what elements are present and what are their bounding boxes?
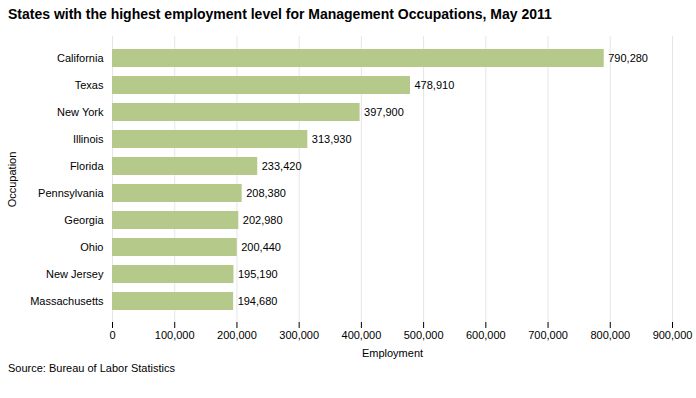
svg-text:0: 0 bbox=[109, 329, 115, 341]
html-text:States with the highest employ: States with the highest employment level… bbox=[8, 6, 552, 22]
svg-text:Texas: Texas bbox=[75, 79, 104, 91]
svg-text:500,000: 500,000 bbox=[404, 329, 444, 341]
svg-text:194,680: 194,680 bbox=[238, 295, 278, 307]
svg-text:Employment: Employment bbox=[362, 347, 423, 359]
svg-text:400,000: 400,000 bbox=[342, 329, 382, 341]
svg-text:195,190: 195,190 bbox=[238, 268, 278, 280]
svg-text:397,900: 397,900 bbox=[364, 106, 404, 118]
svg-text:233,420: 233,420 bbox=[262, 160, 302, 172]
svg-text:200,440: 200,440 bbox=[241, 241, 281, 253]
svg-text:Illinois: Illinois bbox=[73, 133, 104, 145]
svg-text:Occupation: Occupation bbox=[6, 152, 18, 208]
svg-text:Georgia: Georgia bbox=[64, 214, 104, 226]
svg-text:700,000: 700,000 bbox=[528, 329, 568, 341]
svg-text:202,980: 202,980 bbox=[243, 214, 283, 226]
svg-text:Ohio: Ohio bbox=[80, 241, 103, 253]
svg-text:New Jersey: New Jersey bbox=[46, 268, 104, 280]
svg-text:100,000: 100,000 bbox=[155, 329, 195, 341]
svg-text:Massachusetts: Massachusetts bbox=[30, 295, 104, 307]
svg-text:208,380: 208,380 bbox=[246, 187, 286, 199]
svg-text:300,000: 300,000 bbox=[279, 329, 319, 341]
svg-text:200,000: 200,000 bbox=[217, 329, 257, 341]
svg-text:800,000: 800,000 bbox=[590, 329, 630, 341]
svg-text:Florida: Florida bbox=[70, 160, 105, 172]
html-text:Source: Bureau of Labor Statis: Source: Bureau of Labor Statistics bbox=[8, 362, 175, 374]
svg-text:313,930: 313,930 bbox=[312, 133, 352, 145]
svg-text:478,910: 478,910 bbox=[414, 79, 454, 91]
svg-text:California: California bbox=[57, 52, 104, 64]
svg-text:New York: New York bbox=[57, 106, 104, 118]
svg-text:600,000: 600,000 bbox=[466, 329, 506, 341]
svg-text:790,280: 790,280 bbox=[608, 52, 648, 64]
svg-text:900,000: 900,000 bbox=[653, 329, 693, 341]
svg-text:Pennsylvania: Pennsylvania bbox=[38, 187, 104, 199]
